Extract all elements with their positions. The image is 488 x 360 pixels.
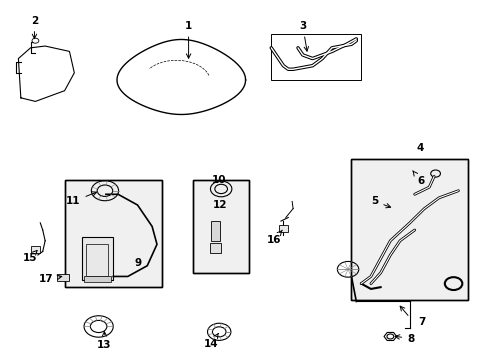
Bar <box>30 246 40 253</box>
Bar <box>271 33 361 80</box>
Text: 16: 16 <box>266 230 282 245</box>
Bar <box>210 243 221 253</box>
Text: 11: 11 <box>66 192 96 206</box>
Bar <box>81 237 113 280</box>
Bar <box>64 180 162 287</box>
Bar <box>64 180 162 287</box>
Text: 12: 12 <box>212 200 227 210</box>
Text: 7: 7 <box>418 317 425 327</box>
Text: 4: 4 <box>416 143 423 153</box>
Circle shape <box>32 38 39 43</box>
Polygon shape <box>19 46 74 102</box>
Bar <box>193 180 249 273</box>
Bar <box>193 180 249 273</box>
Text: 3: 3 <box>299 21 308 51</box>
Text: 15: 15 <box>22 253 37 263</box>
Bar <box>211 221 220 241</box>
Text: 1: 1 <box>184 21 192 58</box>
Bar <box>278 225 287 232</box>
Text: 13: 13 <box>97 332 111 350</box>
Bar <box>86 244 108 276</box>
Text: 6: 6 <box>412 171 423 186</box>
Bar <box>351 158 467 300</box>
Text: 14: 14 <box>203 333 218 348</box>
Polygon shape <box>117 40 245 114</box>
Text: 17: 17 <box>39 274 61 284</box>
Bar <box>351 158 467 300</box>
Bar <box>57 274 69 281</box>
Text: 5: 5 <box>370 197 390 208</box>
Text: 8: 8 <box>394 334 413 343</box>
Text: 2: 2 <box>31 16 38 39</box>
Text: 10: 10 <box>211 175 226 185</box>
Polygon shape <box>383 332 396 341</box>
Text: 9: 9 <box>135 258 142 268</box>
Bar <box>84 276 111 282</box>
